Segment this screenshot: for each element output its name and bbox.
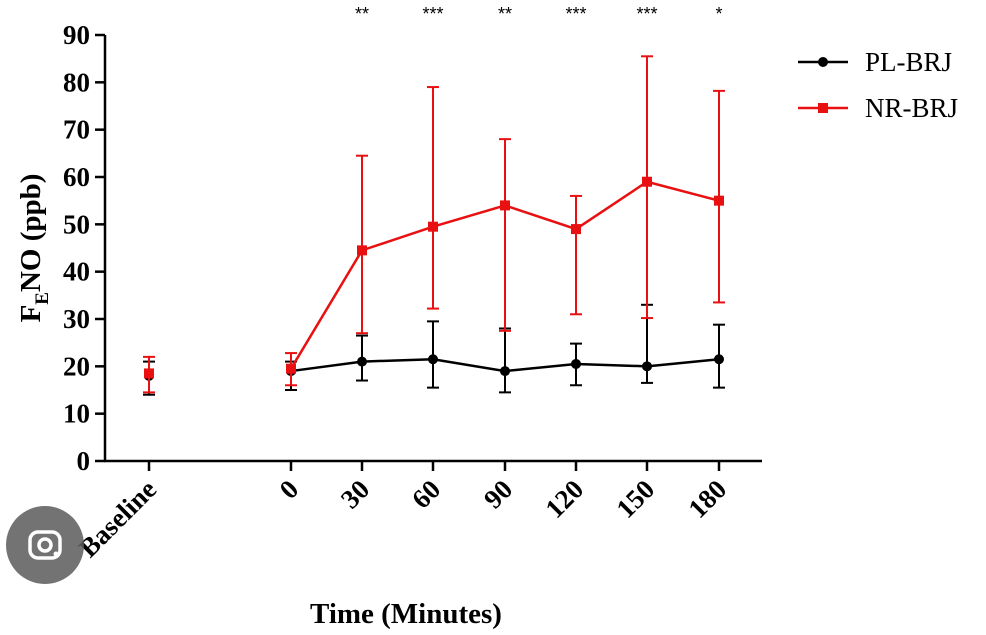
legend-marker [818,103,828,113]
data-point [286,363,296,374]
significance-marks: ** *** ** *** *** * [355,4,723,24]
data-point [642,361,652,372]
legend-label: PL-BRJ [865,47,952,77]
data-point [571,358,581,369]
significance-label: ** [355,4,369,24]
x-ticks: Baseline 0 30 60 90 120 150 180 [73,461,732,563]
significance-label: *** [422,4,443,24]
data-point [571,224,581,235]
y-ticks: 0 10 20 30 40 50 60 70 80 90 [63,20,105,476]
data-point [642,176,652,187]
y-tick-label: 60 [63,162,90,192]
x-tick-label: 150 [610,474,660,524]
significance-label: *** [565,4,586,24]
legend-marker [818,57,828,67]
data-point [144,368,154,379]
data-point [500,366,510,377]
legend: PL-BRJ NR-BRJ [798,47,958,123]
data-point [357,356,367,367]
series-layer [143,55,725,396]
significance-label: *** [636,4,657,24]
y-tick-label: 90 [63,20,90,50]
y-tick-label: 80 [63,67,90,97]
y-tick-label: 10 [63,399,90,429]
x-tick-label: 60 [406,474,446,514]
series-pl-brj [143,303,725,396]
legend-item: NR-BRJ [798,93,958,123]
data-point [500,200,510,211]
x-tick-label: 120 [539,474,589,524]
x-tick-label: 30 [335,474,375,514]
y-tick-label: 30 [63,304,90,334]
y-tick-label: 0 [77,446,91,476]
y-tick-label: 70 [63,115,90,145]
x-axis-title: Time (Minutes) [310,598,502,630]
significance-label: ** [498,4,512,24]
data-point [714,195,724,206]
legend-label: NR-BRJ [865,93,958,123]
google-lens-button[interactable] [6,499,84,591]
legend-item: PL-BRJ [798,47,952,77]
series-nr-brj [143,55,725,394]
google-lens-icon[interactable] [6,499,84,591]
x-tick-label: 0 [273,474,304,505]
y-tick-label: 20 [63,351,90,381]
x-tick-label: 180 [682,474,732,524]
y-axis-title: FENO (ppb) [15,174,53,323]
x-tick-label: 90 [478,474,518,514]
data-point [428,354,438,365]
x-tick-label: Baseline [73,474,162,563]
y-tick-label: 40 [63,257,90,287]
data-point [714,354,724,365]
y-tick-label: 50 [63,209,90,239]
data-point [357,245,367,256]
data-point [428,221,438,232]
significance-label: * [715,4,722,24]
